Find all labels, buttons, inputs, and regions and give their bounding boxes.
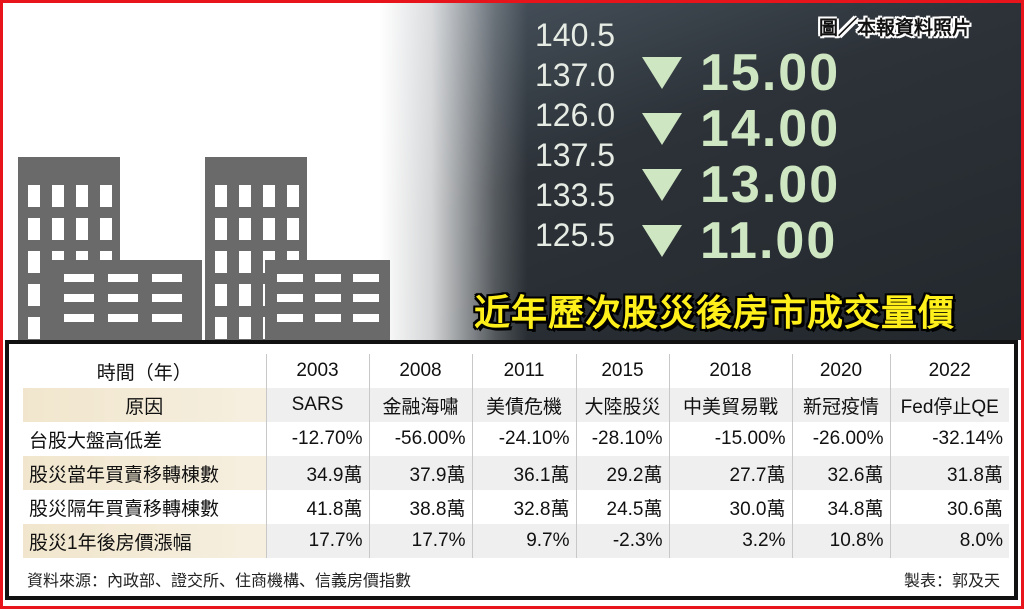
row-label: 股災1年後房價漲幅 <box>23 524 266 558</box>
table-cell: 38.8萬 <box>368 490 472 524</box>
table-cell: 美債危機 <box>471 388 576 422</box>
table-cell: 31.8萬 <box>889 456 1009 490</box>
board-number: 15.00 <box>700 44 841 102</box>
board-number: 13.00 <box>700 156 841 214</box>
table-header-row: 時間（年） 2003 2008 2011 2015 2018 2020 2022 <box>23 354 1009 388</box>
table-cell: SARS <box>265 388 369 422</box>
header-cell: 2020 <box>791 354 890 388</box>
table-cell: 9.7% <box>471 524 576 558</box>
table-cell: -12.70% <box>265 422 369 456</box>
table-row: 股災1年後房價漲幅 17.7% 17.7% 9.7% -2.3% 3.2% 10.8% 8.0… <box>23 524 1009 558</box>
row-label: 台股大盤高低差 <box>29 430 163 452</box>
board-number: 137.5 <box>535 137 616 173</box>
board-number: 140.5 <box>535 17 616 53</box>
table-cell: -32.14% <box>889 422 1009 456</box>
header-cell: 2008 <box>368 354 472 388</box>
table-cell: 30.6萬 <box>889 490 1009 524</box>
row-label: 原因 <box>23 388 266 422</box>
table-cell: Fed停止QE <box>889 388 1009 422</box>
table-row: 台股大盤高低差 -12.70% -56.00% -24.10% -28.10% -15.0… <box>23 422 1009 456</box>
board-number: 125.5 <box>535 217 616 253</box>
table-cell: 新冠疫情 <box>791 388 890 422</box>
table-row: 股災當年買賣移轉棟數 34.9萬 37.9萬 36.1萬 29.2萬 27.7萬 32.6萬… <box>23 456 1009 490</box>
table-cell: -26.00% <box>791 422 890 456</box>
building-icon <box>50 260 202 340</box>
table-cell: 34.9萬 <box>265 456 369 490</box>
building-icon <box>265 260 390 340</box>
table-cell: 3.2% <box>668 524 792 558</box>
board-number: 126.0 <box>535 97 616 133</box>
header-cell: 2015 <box>575 354 669 388</box>
header-cell: 2003 <box>265 354 369 388</box>
table-cell: 37.9萬 <box>368 456 472 490</box>
table-cell: 32.6萬 <box>791 456 890 490</box>
header-cell: 時間（年） <box>96 362 192 384</box>
photo-credit: 圖／本報資料照片 <box>818 18 971 39</box>
table-cell: 中美貿易戰 <box>668 388 792 422</box>
data-table-panel: 時間（年） 2003 2008 2011 2015 2018 2020 2022… <box>5 340 1018 600</box>
down-triangle-icon <box>642 57 682 89</box>
header-cell: 2022 <box>889 354 1009 388</box>
stock-board-photo: 15.00 14.00 13.00 11.00 140.5 137.0 126.… <box>380 3 1021 340</box>
table-cell: 36.1萬 <box>471 456 576 490</box>
table-cell: 8.0% <box>889 524 1009 558</box>
table-cell: -56.00% <box>368 422 472 456</box>
header-cell: 2011 <box>471 354 576 388</box>
header-cell: 2018 <box>668 354 792 388</box>
table-cell: 17.7% <box>368 524 472 558</box>
table-cell: 29.2萬 <box>575 456 669 490</box>
board-number: 14.00 <box>700 100 841 158</box>
table-cell: 大陸股災 <box>575 388 669 422</box>
table-cell: 金融海嘯 <box>368 388 472 422</box>
table-cell: -15.00% <box>668 422 792 456</box>
row-label: 股災隔年買賣移轉棟數 <box>29 498 220 520</box>
table-cell: 32.8萬 <box>471 490 576 524</box>
table-cell: -24.10% <box>471 422 576 456</box>
board-number: 11.00 <box>700 212 838 270</box>
row-label: 股災當年買賣移轉棟數 <box>23 456 266 490</box>
table-cell: -2.3% <box>575 524 669 558</box>
table-cell: 27.7萬 <box>668 456 792 490</box>
source-note: 資料來源：內政部、證交所、住商機構、信義房價指數 <box>27 573 412 590</box>
table-cell: 34.8萬 <box>791 490 890 524</box>
data-table: 時間（年） 2003 2008 2011 2015 2018 2020 2022… <box>23 354 1009 558</box>
table-cell: 30.0萬 <box>668 490 792 524</box>
table-cell: 10.8% <box>791 524 890 558</box>
down-triangle-icon <box>642 113 682 145</box>
board-number: 137.0 <box>535 57 616 93</box>
board-number: 133.5 <box>535 177 616 213</box>
down-triangle-icon <box>642 225 682 257</box>
author-note: 製表：郭及天 <box>903 573 1000 590</box>
table-cell: -28.10% <box>575 422 669 456</box>
headline: 近年歷次股災後房市成交量價 <box>474 292 956 333</box>
table-row: 股災隔年買賣移轉棟數 41.8萬 38.8萬 32.8萬 24.5萬 30.0萬 34.8萬… <box>23 490 1009 524</box>
down-triangle-icon <box>642 169 682 201</box>
table-row: 原因 SARS 金融海嘯 美債危機 大陸股災 中美貿易戰 新冠疫情 Fed停止QE <box>23 388 1009 422</box>
table-cell: 41.8萬 <box>265 490 369 524</box>
table-cell: 17.7% <box>265 524 369 558</box>
table-cell: 24.5萬 <box>575 490 669 524</box>
